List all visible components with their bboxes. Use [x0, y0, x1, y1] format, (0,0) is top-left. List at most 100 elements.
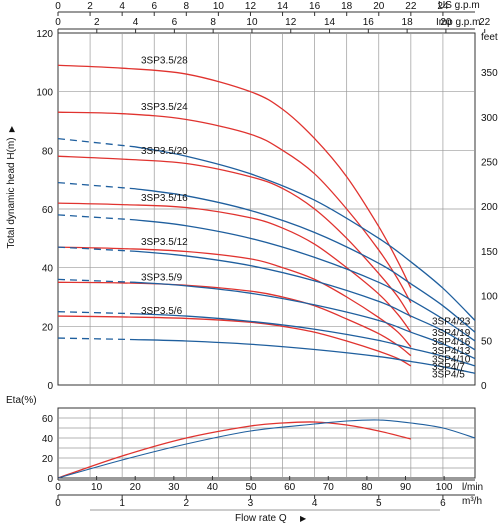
y-tick-label: 120	[36, 29, 53, 40]
y-tick-label: 80	[42, 146, 54, 157]
imp-gpm-tick-label: 22	[479, 17, 491, 28]
lmin-tick-label: 0	[55, 482, 61, 493]
m3h-label: m³/h	[462, 496, 482, 507]
m3h-tick-label: 0	[55, 498, 61, 509]
label-3SP3.5/6: 3SP3.5/6	[141, 306, 183, 317]
x-axis-arrow: ▶	[300, 514, 307, 523]
eta-tick-label: 40	[42, 434, 54, 445]
lmin-tick-label: 60	[284, 482, 296, 493]
dashed-segment-3SP4/13	[57, 246, 136, 252]
curve-labels: 3SP3.5/28 3SP3.5/24 3SP3.5/20 3SP3.5/16 3SP3…	[141, 55, 471, 380]
label-3SP3.5/20: 3SP3.5/20	[141, 146, 188, 157]
imp-gpm-tick-label: 10	[246, 17, 258, 28]
dashed-segment-3SP4/16	[57, 214, 136, 221]
lmin-label: l/min	[462, 482, 483, 493]
main-plot-grid	[57, 32, 476, 386]
us-gpm-tick-label: 14	[277, 1, 289, 12]
us-gpm-tick-label: 6	[151, 1, 157, 12]
curve-3SP4/19	[134, 188, 476, 333]
label-3SP4/10: 3SP4/10	[432, 355, 471, 366]
dashed-segment-3SP4/23	[57, 137, 136, 148]
us-gpm-tick-label: 22	[405, 1, 417, 12]
us-gpm-tick-label: 4	[119, 1, 125, 12]
lmin-tick-label: 10	[91, 482, 103, 493]
dashed-segment-3SP4/10	[57, 278, 136, 283]
feet-label: feet	[481, 32, 498, 43]
curve-3SP4/13	[134, 250, 476, 351]
us-gpm-tick-label: 12	[245, 1, 257, 12]
m3h-tick-label: 6	[440, 498, 446, 509]
imp-gpm-label: Imp g.p.m	[436, 17, 480, 28]
feet-tick-label: 100	[481, 292, 498, 303]
label-3SP4/19: 3SP4/19	[432, 328, 471, 339]
lmin-tick-label: 70	[323, 482, 335, 493]
label-3SP3.5/12: 3SP3.5/12	[141, 237, 188, 248]
m3h-tick-label: 4	[312, 498, 318, 509]
m3h-tick-label: 3	[248, 498, 254, 509]
head-curves	[57, 64, 476, 374]
lmin-tick-label: 40	[207, 482, 219, 493]
curve-3SP3.5/6	[57, 315, 412, 367]
us-gpm-tick-label: 20	[373, 1, 385, 12]
feet-tick-label: 0	[481, 381, 487, 392]
lmin-tick-label: 100	[436, 482, 453, 493]
feet-tick-label: 200	[481, 202, 498, 213]
curve-3SP4/10	[134, 281, 476, 360]
label-3SP3.5/24: 3SP3.5/24	[141, 102, 188, 113]
feet-tick-label: 300	[481, 113, 498, 124]
eta-tick-label: 20	[42, 454, 54, 465]
eta-label: Eta(%)	[6, 395, 37, 406]
imp-gpm-tick-label: 2	[94, 17, 100, 28]
imp-gpm-tick-label: 20	[440, 17, 452, 28]
m3h-tick-label: 1	[119, 498, 125, 509]
label-3SP4/16: 3SP4/16	[432, 337, 471, 348]
dashed-segment-3SP4/19	[57, 181, 136, 190]
label-3SP4/13: 3SP4/13	[432, 346, 471, 357]
curve-3SP3.5/24	[57, 111, 412, 304]
imp-gpm-tick-label: 4	[133, 17, 139, 28]
us-gpm-tick-label: 18	[341, 1, 353, 12]
imp-gpm-tick-label: 18	[402, 17, 414, 28]
dashed-segment-3SP4/7	[57, 311, 136, 315]
dashed-segment-3SP4/5	[57, 337, 135, 341]
us-gpm-label: US g.p.m	[438, 0, 480, 11]
lmin-tick-label: 80	[361, 482, 373, 493]
us-gpm-tick-label: 16	[309, 1, 321, 12]
curve-3SP3.5/16	[57, 202, 412, 333]
imp-gpm-tick-label: 8	[210, 17, 216, 28]
label-3SP4/5: 3SP4/5	[432, 369, 465, 380]
lmin-tick-label: 50	[245, 482, 257, 493]
us-gpm-tick-label: 0	[55, 1, 61, 12]
imp-gpm-tick-label: 14	[324, 17, 336, 28]
m3h-tick-label: 5	[376, 498, 382, 509]
main-axes: 0 2 4 6 8 10 12 14 16 18 20 22 240 2 4 6 8 10 12 14 16 18 20 22…	[36, 1, 498, 392]
efficiency-curve-2	[57, 419, 476, 479]
imp-gpm-tick-label: 12	[285, 17, 297, 28]
efficiency-curve-1	[57, 421, 412, 479]
imp-gpm-tick-label: 6	[172, 17, 178, 28]
feet-tick-label: 150	[481, 247, 498, 258]
us-gpm-tick-label: 10	[213, 1, 225, 12]
feet-tick-label: 350	[481, 68, 498, 79]
curve-3SP4/5	[134, 338, 476, 374]
curve-3SP4/7	[134, 313, 476, 367]
m3h-tick-label: 2	[184, 498, 190, 509]
efficiency-curves	[57, 419, 476, 479]
imp-gpm-tick-label: 16	[363, 17, 375, 28]
eta-tick-label: 60	[42, 414, 54, 425]
us-gpm-tick-label: 2	[87, 1, 93, 12]
curve-3SP4/23	[134, 146, 476, 321]
efficiency-axes: 0 20 40 60 0 10 20 30 40 50 60 70 80 90 100 0 1 2 3 4 5 6	[42, 414, 475, 511]
curve-3SP3.5/28	[57, 64, 412, 289]
imp-gpm-tick-label: 0	[55, 17, 61, 28]
eta-tick-label: 0	[47, 474, 53, 485]
label-3SP4/23: 3SP4/23	[432, 316, 471, 327]
lmin-tick-label: 20	[130, 482, 142, 493]
us-gpm-tick-label: 8	[184, 1, 190, 12]
curve-3SP4/16	[134, 219, 476, 342]
label-3SP3.5/16: 3SP3.5/16	[141, 193, 188, 204]
y-tick-label: 40	[42, 264, 54, 275]
y-tick-label: 20	[42, 322, 54, 333]
efficiency-plot-grid	[57, 407, 476, 479]
